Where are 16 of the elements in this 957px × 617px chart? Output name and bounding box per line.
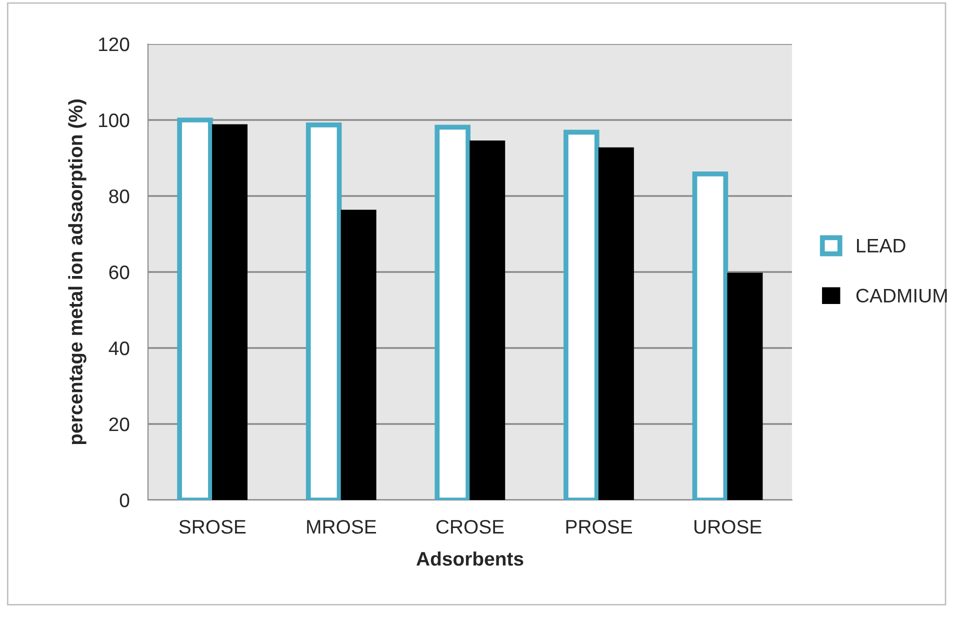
y-tick-label: 100 xyxy=(98,113,130,128)
x-tick-label: PROSE xyxy=(566,520,632,534)
y-tick-label: 80 xyxy=(109,189,130,204)
y-tick-label: 0 xyxy=(120,493,130,508)
y-axis-title: percentage metal ion adsaorption (%) xyxy=(68,100,86,444)
y-tick-label: 40 xyxy=(108,341,130,356)
legend-label: LEAD xyxy=(857,239,906,252)
x-tick-label: UROSE xyxy=(694,520,762,534)
y-tick-label: 60 xyxy=(109,265,130,280)
legend-label: CADMIUM xyxy=(856,288,947,303)
y-tick-label: 20 xyxy=(109,417,130,432)
x-tick-label: CROSE xyxy=(436,520,504,534)
x-tick-label: SROSE xyxy=(179,520,246,534)
x-axis-title: Adsorbents xyxy=(416,551,524,566)
x-tick-label: MROSE xyxy=(307,520,376,534)
y-tick-label: 120 xyxy=(98,37,130,52)
